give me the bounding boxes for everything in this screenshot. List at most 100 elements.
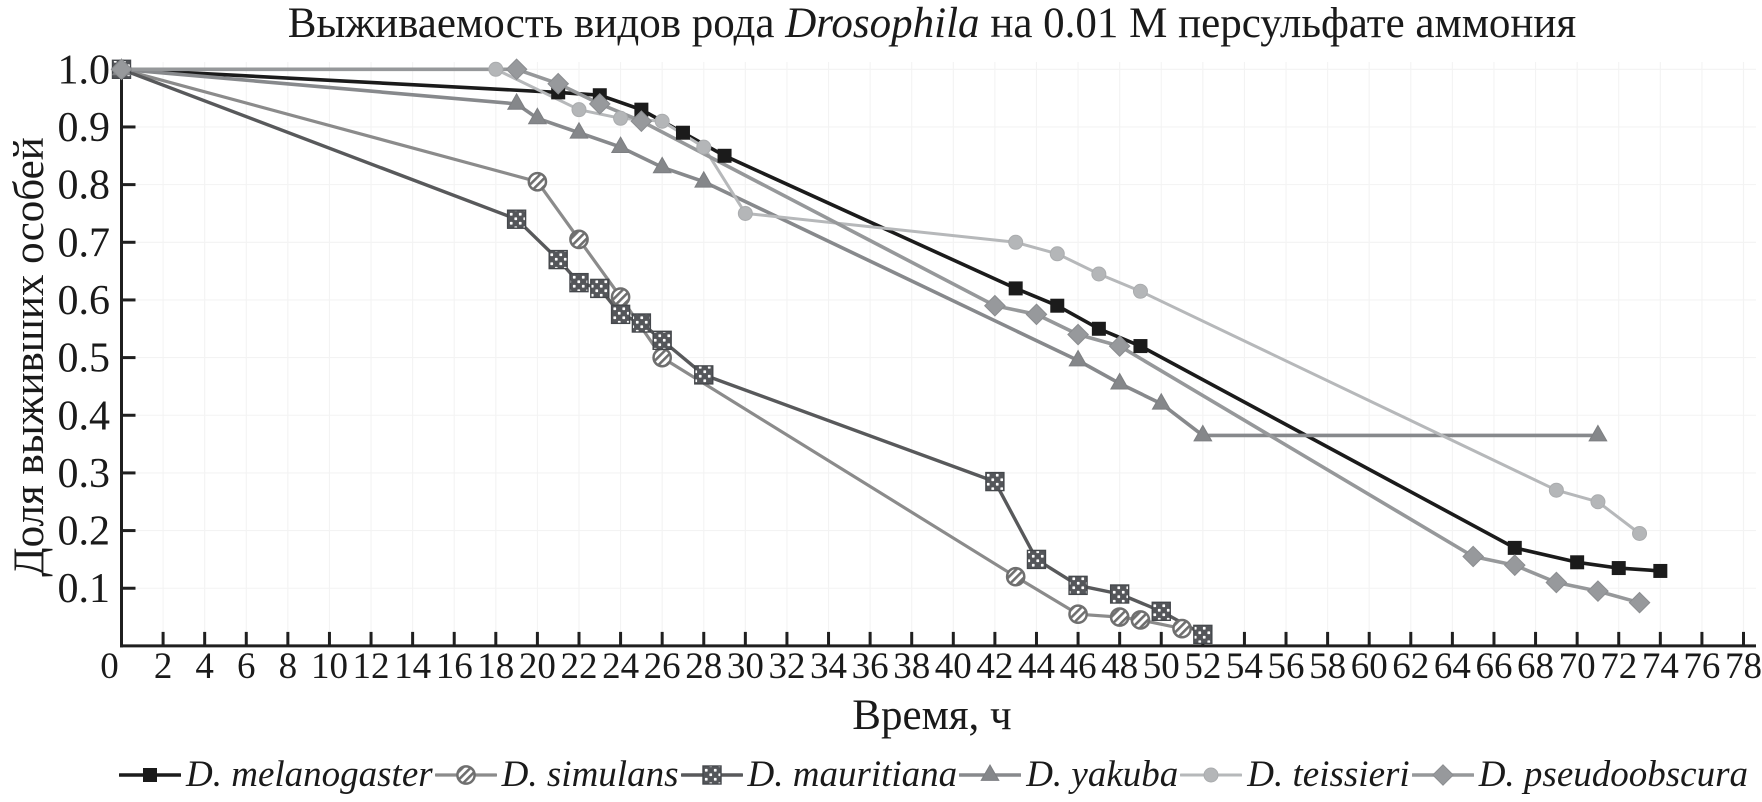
marker-filled-square (1611, 561, 1626, 576)
filled-square-legend-icon (119, 768, 181, 782)
hatched-circle-legend-icon (434, 765, 497, 785)
marker-filled-square (717, 148, 732, 163)
x-tick-label: 62 (1392, 646, 1429, 687)
x-tick-label: 42 (976, 646, 1013, 687)
x-tick-label: 20 (519, 646, 556, 687)
marker-dotted-square (1151, 601, 1171, 622)
marker-filled-circle (613, 110, 629, 126)
marker-hatched-circle (1068, 604, 1088, 625)
x-tick-label: 32 (768, 646, 805, 687)
x-tick-label: 50 (1143, 646, 1180, 687)
x-tick-label: 16 (436, 646, 473, 687)
marker-filled-circle (1590, 494, 1606, 510)
marker-dotted-square (1193, 624, 1213, 645)
x-tick-label: 0 (100, 646, 119, 687)
filled-circle-legend-icon (1180, 767, 1243, 783)
marker-filled-circle (654, 113, 670, 129)
y-tick-label: 0.1 (58, 566, 111, 612)
x-tick-label: 28 (685, 646, 722, 687)
marker-hatched-circle (652, 347, 673, 368)
marker-filled-square (143, 768, 157, 782)
legend-item-d-melanogaster: D. melanogaster (119, 751, 433, 799)
marker-hatched-circle (527, 171, 548, 192)
legend-item-d-yakuba: D. yakuba (959, 751, 1178, 799)
marker-filled-circle (1049, 246, 1065, 262)
marker-filled-circle (1008, 234, 1024, 250)
marker-filled-circle (696, 139, 712, 155)
marker-filled-diamond (1462, 545, 1485, 568)
marker-filled-circle (1091, 266, 1107, 282)
marker-hatched-circle (1130, 610, 1151, 630)
x-tick-label: 70 (1559, 646, 1596, 687)
legend-label: D. simulans (501, 754, 679, 795)
x-tick-label: 52 (1184, 646, 1221, 687)
y-axis-label: Доля выживших особей (6, 137, 53, 576)
marker-filled-circle (488, 61, 504, 77)
y-tick-label: 0.5 (58, 336, 111, 382)
x-tick-label: 54 (1226, 646, 1263, 687)
x-tick-label: 36 (852, 646, 889, 687)
marker-filled-square (1050, 298, 1065, 313)
marker-filled-circle (1132, 283, 1148, 299)
marker-filled-diamond (110, 58, 133, 81)
x-tick-label: 34 (810, 646, 847, 687)
series-line-d-pseudoobscura (119, 67, 1642, 605)
marker-filled-triangle (1068, 349, 1088, 367)
x-tick-label: 40 (935, 646, 972, 687)
marker-dotted-square (1109, 584, 1130, 604)
legend-label: D. yakuba (1026, 754, 1179, 795)
chart-title-prefix: Выживаемость видов рода (288, 0, 785, 47)
marker-dotted-square (985, 471, 1005, 492)
legend: D. melanogaster D. simulans D. mauritiana D… (119, 751, 1748, 799)
marker-filled-square (1091, 321, 1106, 336)
x-tick-label: 6 (237, 646, 256, 687)
dotted-square-legend-icon (680, 765, 743, 785)
marker-filled-triangle (506, 92, 527, 110)
chart-title-species: Drosophila (784, 0, 979, 47)
x-tick-label: 8 (279, 646, 298, 687)
marker-filled-triangle (652, 156, 672, 174)
marker-dotted-square (652, 330, 672, 351)
series-markers-d-pseudoobscura (110, 58, 1651, 614)
marker-filled-triangle (694, 170, 714, 188)
x-tick-label: 30 (727, 646, 764, 687)
y-tick-label: 0.2 (58, 509, 111, 555)
series-markers-d-yakuba (111, 58, 1608, 442)
x-tick-label: 10 (311, 646, 348, 687)
x-tick-label: 22 (560, 646, 597, 687)
x-axis-label: Время, ч (852, 692, 1011, 739)
axes (120, 62, 1756, 648)
x-tick-label: 24 (602, 646, 639, 687)
marker-filled-square (1008, 281, 1023, 296)
x-tick-label: 64 (1434, 646, 1471, 687)
marker-filled-triangle (1109, 372, 1130, 390)
series-line-d-melanogaster (119, 67, 1663, 573)
y-tick-label: 0.4 (58, 393, 111, 439)
marker-filled-diamond (1628, 591, 1651, 614)
marker-dotted-square (548, 249, 568, 270)
marker-filled-circle (1548, 482, 1564, 498)
x-tick-label: 72 (1600, 646, 1637, 687)
marker-filled-square (1653, 563, 1668, 578)
marker-hatched-circle (1172, 618, 1192, 639)
marker-hatched-circle (1005, 566, 1026, 587)
x-tick-label: 12 (353, 646, 390, 687)
legend-label: D. teissieri (1247, 754, 1410, 795)
x-tick-label: 38 (893, 646, 930, 687)
marker-dotted-square (1026, 549, 1047, 570)
marker-filled-triangle (1193, 424, 1213, 442)
series-line-d-simulans (119, 67, 1184, 631)
marker-dotted-square (701, 765, 722, 785)
marker-filled-circle (571, 102, 587, 118)
marker-filled-circle (1203, 767, 1219, 783)
marker-filled-diamond (1545, 571, 1568, 594)
marker-filled-circle (737, 205, 753, 221)
marker-filled-diamond (1431, 764, 1454, 786)
marker-filled-diamond (1587, 580, 1609, 603)
marker-filled-diamond (505, 58, 528, 81)
marker-filled-circle (1632, 525, 1648, 541)
x-tick-label: 18 (477, 646, 514, 687)
marker-filled-diamond (983, 294, 1006, 317)
marker-filled-triangle (1588, 424, 1608, 442)
